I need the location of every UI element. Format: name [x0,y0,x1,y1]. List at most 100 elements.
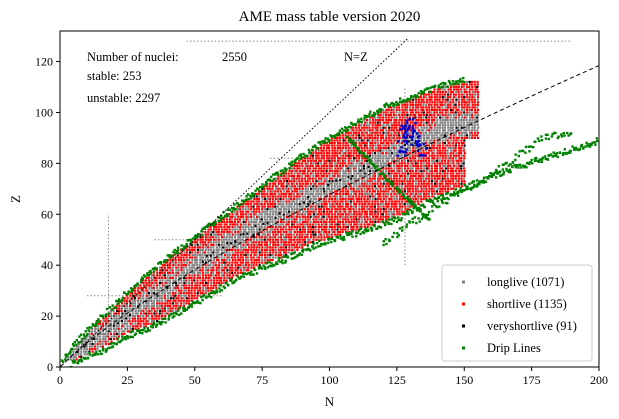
nucleus-point [347,223,350,226]
nucleus-point [357,139,360,142]
dripline-point [105,307,109,311]
nucleus-point [134,325,137,328]
nucleus-point [268,230,272,234]
nucleus-point [161,299,164,302]
nucleus-point [474,111,477,114]
nucleus-point [366,121,369,124]
nucleus-point [454,144,458,147]
nucleus-point [360,185,364,188]
nucleus-point [287,218,291,221]
nucleus-point [382,139,386,142]
nucleus-point [285,253,288,257]
nucleus-point [462,177,466,180]
nucleus-point [390,121,393,124]
nucleus-point [361,126,364,129]
nucleus-point [209,228,212,231]
nucleus-point [282,197,285,201]
dripline-point [146,272,149,275]
nucleus-point [362,185,366,188]
nucleus-point [403,187,406,190]
nucleus-point [191,253,194,257]
nucleus-point [177,304,180,308]
nucleus-point [105,325,108,328]
nucleus-point [185,251,188,254]
nucleus-point [193,243,196,246]
nucleus-point [239,253,243,257]
nucleus-point [349,136,352,140]
nucleus-point [282,177,285,180]
nucleus-point [381,152,385,155]
nucleus-point [430,131,433,134]
nucleus-point [260,230,263,234]
nucleus-point [279,180,283,183]
nucleus-point [376,129,379,132]
nucleus-point [274,230,277,234]
nucleus-point [279,223,282,226]
nucleus-point [102,340,105,343]
nucleus-point [234,266,237,269]
nucleus-point [115,304,118,308]
nucleus-point [457,90,460,94]
nucleus-point [234,248,237,252]
nucleus-point [207,264,210,267]
nucleus-point [212,274,215,277]
nucleus-point [353,182,356,185]
nucleus-point [438,141,442,145]
nucleus-point [282,228,285,231]
nucleus-point [465,124,469,127]
nucleus-point [134,292,137,295]
nucleus-point [379,208,382,211]
nucleus-point [298,192,301,196]
nucleus-point [454,131,458,134]
nucleus-point [274,208,277,211]
nucleus-point [371,124,374,127]
nucleus-point [288,228,291,231]
dripline-point [126,292,130,296]
nucleus-point [107,314,110,318]
nucleus-point [349,200,352,203]
nucleus-point [309,202,312,206]
nucleus-point [169,302,172,305]
nucleus-point [454,157,458,160]
nucleus-point [441,192,444,196]
nucleus-point [384,208,387,211]
nucleus-point [455,172,458,175]
nucleus-point [390,195,393,198]
nucleus-point [296,230,299,234]
nucleus-point [228,233,231,236]
dripline-point [270,175,273,178]
nucleus-point [190,284,194,287]
nucleus-point [379,113,382,117]
nucleus-point [296,241,299,244]
nucleus-point [336,144,339,147]
nucleus-point [250,205,253,208]
nucleus-point [419,174,422,178]
nucleus-point [80,345,83,348]
nucleus-point [206,281,209,285]
dripline-point [363,117,366,120]
nucleus-point [233,243,237,246]
nucleus-point [422,187,426,190]
nucleus-point [439,180,442,183]
nucleus-point [381,108,385,112]
nucleus-point [442,154,445,157]
nucleus-point [398,111,401,114]
nucleus-point [368,215,371,218]
nucleus-point [406,187,409,190]
nucleus-point [409,177,412,180]
nucleus-point [357,134,361,137]
nucleus-point [317,190,320,193]
nucleus-point [268,187,271,190]
nucleus-point [113,330,116,333]
nucleus-point [328,172,331,175]
nucleus-point [293,172,296,175]
nucleus-point [363,192,367,196]
nucleus-point [131,325,135,328]
nucleus-point [263,225,266,229]
nucleus-point [460,157,463,160]
nucleus-point [155,314,158,318]
nucleus-point [296,248,299,252]
nucleus-point [125,304,129,308]
nucleus-point [309,210,312,213]
nucleus-point [150,317,153,320]
